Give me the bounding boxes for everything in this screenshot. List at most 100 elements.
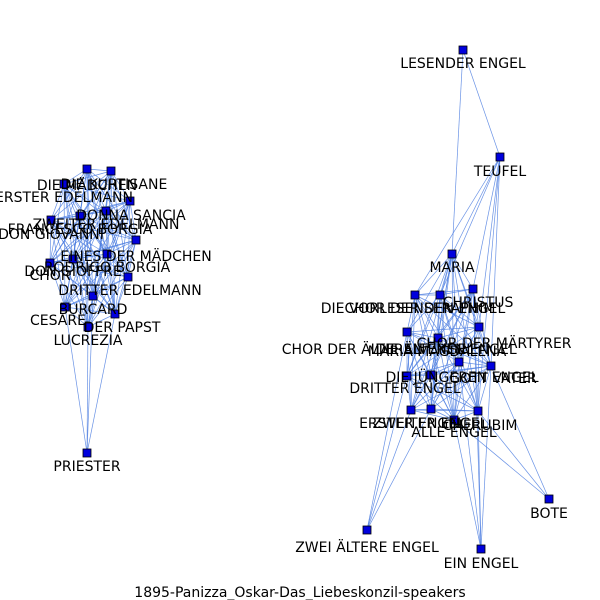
edge	[406, 294, 416, 333]
edge	[480, 365, 492, 550]
edge	[50, 200, 131, 221]
edge	[105, 210, 108, 255]
graph-node	[433, 333, 443, 343]
edge	[86, 295, 94, 454]
graph-node	[123, 272, 133, 282]
graph-node	[88, 291, 98, 301]
graph-node	[59, 179, 69, 189]
graph-node	[449, 415, 459, 425]
node-label: BOTE	[530, 506, 568, 522]
node-label: GOTT VATER	[449, 371, 537, 387]
edge	[114, 276, 129, 315]
edge	[64, 306, 88, 454]
edge	[490, 156, 501, 367]
edge	[472, 156, 501, 290]
graph-node	[102, 249, 112, 259]
edge	[430, 365, 492, 376]
edge	[414, 294, 480, 328]
graph-node	[544, 494, 554, 504]
graph-node	[101, 206, 111, 216]
node-label: TEUFEL	[473, 164, 527, 180]
edge	[406, 331, 439, 339]
edge	[406, 294, 441, 333]
edge	[439, 288, 474, 296]
edge	[451, 253, 474, 290]
edge	[477, 156, 501, 412]
graph-node	[82, 164, 92, 174]
edge	[410, 365, 492, 411]
edge	[410, 361, 460, 411]
node-label: DRITTER EDELMANN	[58, 283, 201, 299]
graph-node	[454, 357, 464, 367]
edge	[49, 200, 131, 264]
node-label: MARIA MAGDALENA	[368, 344, 507, 360]
graph-node	[68, 254, 78, 264]
edge	[86, 168, 131, 202]
graph-node	[402, 371, 412, 381]
node-label: FRANCESCO BORGIA	[8, 222, 153, 238]
node-label: DIE ÄLTEREN ENGEL	[375, 340, 517, 358]
edge	[49, 215, 81, 264]
node-label: BURCARD	[59, 302, 128, 318]
edge	[79, 215, 116, 315]
node-label: PRIESTER	[53, 459, 120, 475]
edge	[430, 374, 455, 421]
edge	[478, 326, 492, 367]
edge	[105, 210, 129, 278]
graph-node	[45, 258, 55, 268]
graph-node	[447, 249, 457, 259]
edge	[87, 200, 131, 328]
edge	[92, 253, 108, 297]
edge	[63, 183, 66, 308]
edge	[110, 170, 131, 202]
edge	[439, 294, 480, 328]
edge	[110, 170, 137, 241]
edge	[490, 365, 550, 500]
edge	[110, 170, 116, 315]
edge	[86, 168, 107, 212]
graph-node	[125, 196, 135, 206]
edge	[406, 331, 412, 411]
graph-node	[468, 284, 478, 294]
node-label: LUCREZIA	[54, 333, 123, 349]
edge	[406, 361, 460, 377]
edge	[366, 331, 408, 531]
edge	[410, 374, 432, 411]
edge	[406, 375, 412, 411]
edge	[92, 239, 137, 297]
node-label: CESARE	[30, 313, 86, 329]
edge	[87, 276, 129, 328]
edge	[86, 168, 89, 328]
node-label: CHOR DER SERAPHIM	[345, 301, 496, 317]
edge	[406, 326, 480, 377]
graph-node	[476, 544, 486, 554]
edge	[414, 294, 460, 363]
edge	[414, 156, 501, 296]
edge	[437, 337, 492, 367]
edge	[50, 219, 116, 315]
edge	[87, 239, 137, 328]
edge	[472, 288, 482, 550]
edge	[63, 183, 108, 255]
edge	[430, 365, 492, 410]
node-label: CHOR DER ÄLTEREN ENGEL	[282, 340, 475, 358]
edge	[366, 375, 408, 531]
edge	[410, 253, 453, 411]
edge	[477, 410, 550, 500]
node-label: EINES DER MÄDCHEN	[60, 247, 212, 265]
edge	[86, 168, 108, 255]
edge	[406, 326, 480, 333]
edge	[86, 168, 137, 241]
edge	[366, 409, 412, 531]
node-label: DON GIOFFRE	[24, 264, 121, 280]
node-label: DIE KURTISANE	[61, 177, 168, 193]
graph-node	[46, 215, 56, 225]
edge	[72, 258, 94, 297]
graph-node	[402, 327, 412, 337]
edge	[462, 49, 501, 158]
edge	[414, 294, 439, 339]
node-label: MARIA	[429, 260, 475, 276]
edge-layer	[49, 49, 550, 550]
node-label: ZWEITER ENGEL	[373, 416, 488, 432]
